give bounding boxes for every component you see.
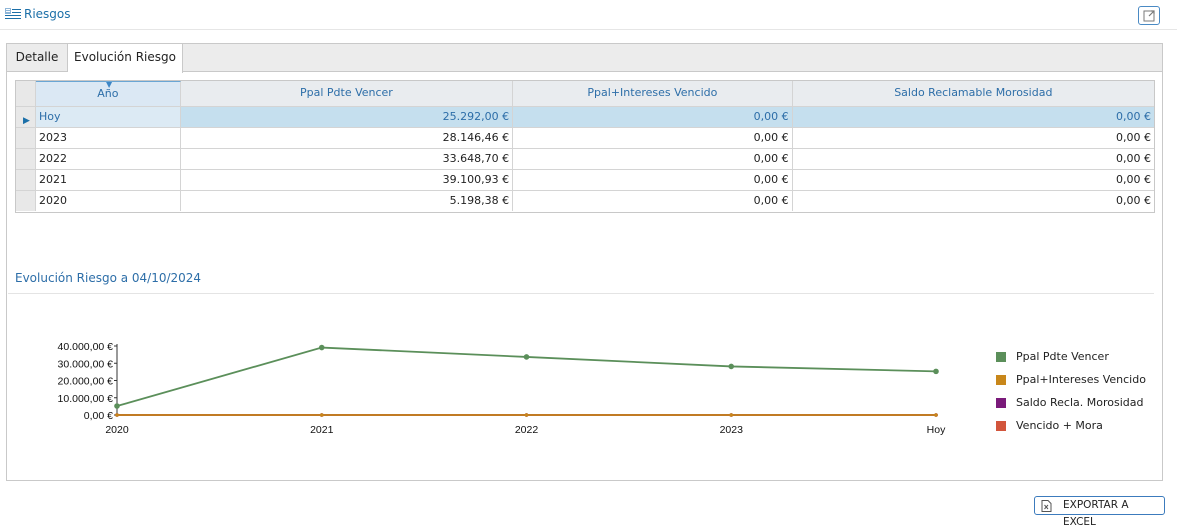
tab-bar: Detalle Evolución Riesgo [7, 44, 1162, 73]
cell-year: 2020 [36, 191, 181, 211]
cell-ppal: 5.198,38 € [181, 191, 514, 211]
row-indicator [16, 149, 36, 169]
data-point [319, 413, 324, 417]
list-icon [5, 8, 21, 24]
chart-section-title: Evolución Riesgo a 04/10/2024 [15, 271, 202, 285]
tab-evolucion-riesgo[interactable]: Evolución Riesgo [68, 44, 183, 73]
legend-swatch [996, 420, 1006, 431]
cell-ppal: 33.648,70 € [181, 149, 514, 169]
cell-year: Hoy [35, 107, 181, 127]
refresh-button[interactable] [1138, 6, 1160, 25]
x-tick-label: 2021 [310, 424, 334, 436]
legend-item: Ppal+Intereses Vencido [996, 368, 1146, 391]
cell-vencido: 0,00 € [513, 191, 793, 211]
cell-vencido: 0,00 € [513, 128, 793, 148]
table-row[interactable]: 2023 28.146,46 € 0,00 € 0,00 € [16, 128, 1154, 149]
row-indicator [16, 170, 36, 190]
page-title: Riesgos [24, 7, 71, 21]
cell-ppal: 39.100,93 € [181, 170, 514, 190]
data-point [318, 344, 325, 351]
cell-saldo: 0,00 € [1115, 194, 1151, 207]
table-row[interactable]: 2022 33.648,70 € 0,00 € 0,00 € [16, 149, 1154, 170]
data-point [729, 413, 734, 417]
cell-ppal: 28.146,46 € [181, 128, 514, 148]
refresh-icon [1143, 10, 1155, 22]
data-point [934, 413, 938, 417]
legend-swatch [996, 351, 1006, 362]
row-pointer-icon: ▶ [23, 116, 30, 126]
cell-ppal: 25.292,00 € [181, 107, 514, 127]
sort-arrow-icon: ▼ [105, 81, 113, 89]
export-excel-button[interactable]: EXPORTAR A EXCEL [1034, 496, 1165, 528]
legend-swatch [996, 374, 1006, 385]
cell-saldo: 0,00 € [1115, 152, 1151, 165]
legend-swatch [996, 397, 1006, 408]
data-point [115, 413, 119, 417]
cell-saldo: 0,00 € [1115, 131, 1151, 144]
legend-label: Ppal Pdte Vencer [1016, 350, 1109, 363]
x-tick-label: 2020 [105, 424, 129, 436]
cell-saldo: 0,00 € [1115, 173, 1151, 186]
legend-label: Vencido + Mora [1016, 419, 1103, 432]
table-header-row: ▼ Año Ppal Pdte Vencer Ppal+Intereses Ve… [16, 81, 1154, 107]
legend-item: Ppal Pdte Vencer [996, 345, 1146, 368]
column-header-label: Año [97, 87, 119, 100]
y-tick-label: 20.000,00 € [58, 376, 114, 388]
row-indicator [16, 191, 36, 211]
row-indicator-header [16, 81, 36, 106]
cell-vencido: 0,00 € [513, 170, 793, 190]
table-row[interactable]: ▶ Hoy 25.292,00 € 0,00 € 0,00 € [16, 107, 1154, 128]
y-tick-label: 40.000,00 € [58, 341, 114, 353]
y-tick-label: 30.000,00 € [58, 358, 114, 370]
cell-year: 2022 [36, 149, 181, 169]
data-point [523, 354, 530, 360]
cell-vencido: 0,00 € [513, 149, 793, 169]
title-bar: Riesgos [0, 0, 1177, 30]
legend-item: Saldo Recla. Morosidad [996, 391, 1146, 414]
x-tick-label: 2022 [515, 424, 539, 436]
table-row[interactable]: 2020 5.198,38 € 0,00 € 0,00 € [16, 191, 1154, 212]
y-tick-label: 0,00 € [84, 410, 113, 422]
row-indicator: ▶ [16, 107, 36, 127]
export-excel-label: EXPORTAR A EXCEL [1063, 499, 1129, 528]
y-tick-label: 10.000,00 € [58, 393, 114, 405]
table-row[interactable]: 2021 39.100,93 € 0,00 € 0,00 € [16, 170, 1154, 191]
column-header-ano[interactable]: ▼ Año [35, 81, 181, 106]
excel-icon [1041, 500, 1052, 518]
risk-table: ▼ Año Ppal Pdte Vencer Ppal+Intereses Ve… [15, 80, 1155, 213]
tab-detalle[interactable]: Detalle [7, 44, 68, 72]
data-point [114, 403, 120, 409]
x-tick-label: Hoy [927, 424, 946, 436]
chart-divider [8, 293, 1154, 294]
column-header-ppal-intereses-vencido[interactable]: Ppal+Intereses Vencido [513, 81, 793, 106]
column-header-saldo-reclamable[interactable]: Saldo Reclamable Morosidad [894, 86, 1053, 99]
cell-year: 2021 [36, 170, 181, 190]
risk-panel: Detalle Evolución Riesgo ▼ Año Ppal Pdte… [6, 43, 1163, 481]
chart-legend: Ppal Pdte Vencer Ppal+Intereses Vencido … [996, 345, 1146, 437]
column-header-ppal-pdte-vencer[interactable]: Ppal Pdte Vencer [181, 81, 514, 106]
legend-label: Ppal+Intereses Vencido [1016, 373, 1146, 386]
cell-vencido: 0,00 € [513, 107, 793, 127]
data-point [728, 363, 735, 370]
legend-label: Saldo Recla. Morosidad [1016, 396, 1144, 409]
legend-item: Vencido + Mora [996, 414, 1146, 437]
data-point [524, 413, 529, 417]
data-point [933, 368, 939, 375]
cell-saldo: 0,00 € [1115, 110, 1151, 123]
x-tick-label: 2023 [720, 424, 744, 436]
cell-year: 2023 [36, 128, 181, 148]
row-indicator [16, 128, 36, 148]
